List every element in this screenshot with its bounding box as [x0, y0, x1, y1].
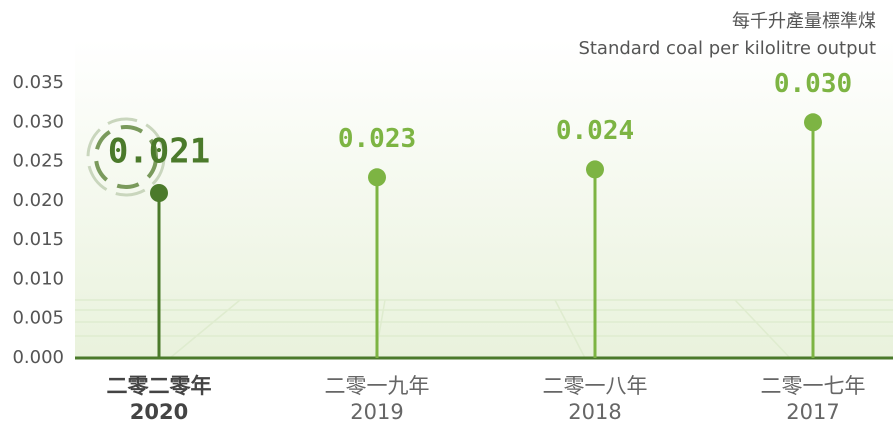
- y-tick-label: 0.025: [12, 151, 64, 172]
- y-tick-label: 0.030: [12, 111, 64, 132]
- dot: [368, 168, 386, 187]
- x-tick-label: 2017: [786, 400, 839, 424]
- x-tick-label: 2020: [130, 400, 188, 424]
- value-label: 0.030: [774, 69, 852, 99]
- chart-title: 每千升產量標準煤: [732, 11, 876, 32]
- floor-grid: [75, 299, 893, 359]
- chart-subtitle: Standard coal per kilolitre output: [578, 38, 876, 59]
- y-tick-label: 0.015: [12, 229, 64, 250]
- value-label: 0.021: [108, 132, 210, 172]
- y-tick-label: 0.000: [12, 347, 64, 368]
- y-tick-label: 0.020: [12, 190, 64, 211]
- dot: [586, 160, 604, 179]
- x-tick-label: 2019: [350, 400, 403, 424]
- y-tick-label: 0.035: [12, 72, 64, 93]
- highlight-ring: [86, 117, 166, 197]
- value-label: 0.023: [338, 124, 416, 154]
- x-tick-label-zh: 二零一七年: [761, 374, 866, 398]
- x-tick-label-zh: 二零二零年: [107, 374, 212, 398]
- dot: [150, 184, 168, 202]
- x-tick-label-zh: 二零一八年: [543, 374, 648, 398]
- dot: [804, 113, 822, 132]
- value-label: 0.024: [556, 116, 634, 146]
- y-tick-label: 0.010: [12, 268, 64, 289]
- x-tick-label: 2018: [568, 400, 621, 424]
- y-tick-label: 0.005: [12, 308, 64, 329]
- plot-background: [75, 40, 893, 358]
- x-tick-label-zh: 二零一九年: [325, 374, 430, 398]
